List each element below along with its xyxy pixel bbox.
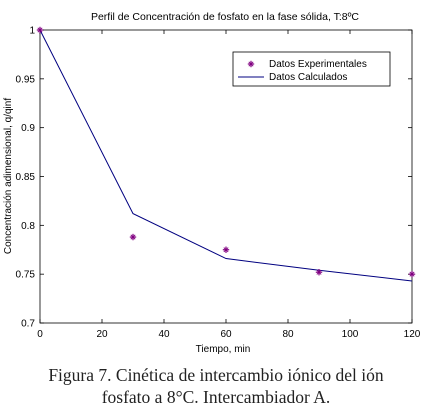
- y-axis-label: Concentración adimensional, q/qinf: [3, 98, 14, 254]
- x-tick-label: 120: [404, 329, 421, 340]
- x-tick-label: 20: [96, 329, 108, 340]
- y-tick-label: 1: [29, 26, 35, 37]
- y-tick-label: 0.8: [21, 221, 35, 232]
- y-tick-label: 0.85: [16, 172, 36, 183]
- data-point-experimental: [36, 26, 44, 34]
- x-tick-label: 40: [158, 329, 170, 340]
- legend-box: [232, 51, 391, 87]
- x-tick-label: 60: [220, 329, 232, 340]
- legend-label-experimental: Datos Experimentales: [269, 59, 367, 70]
- data-point-experimental: [315, 269, 323, 276]
- data-point-experimental: [222, 246, 230, 253]
- y-tick-label: 0.9: [21, 123, 35, 134]
- series-line-calculated: [39, 29, 413, 282]
- chart-title: Perfil de Concentración de fosfato en la…: [91, 11, 359, 23]
- series-layer: [36, 26, 416, 282]
- x-axis: 0 20 40 60 80 100 120: [37, 30, 421, 340]
- x-axis-label: Tiempo, min: [196, 344, 251, 355]
- x-tick-label: 80: [282, 329, 294, 340]
- data-point-experimental: [129, 233, 137, 241]
- legend-label-calculated: Datos Calculados: [269, 72, 347, 83]
- caption-line-1: Figura 7. Cinética de intercambio iónico…: [48, 365, 384, 385]
- caption-line-2: fosfato a 8°C. Intercambiador A.: [101, 387, 331, 407]
- legend-marker-symbol: [247, 60, 255, 68]
- y-tick-label: 0.75: [16, 270, 36, 281]
- y-tick-label: 0.95: [16, 74, 36, 85]
- y-axis: 0.7 0.75 0.8 0.85 0.9 0.95 1: [16, 26, 412, 330]
- legend: Datos Experimentales Datos Calculados: [232, 51, 391, 87]
- figure-caption: Figura 7. Cinética de intercambio iónico…: [0, 364, 432, 408]
- x-tick-label: 0: [37, 329, 43, 340]
- data-point-experimental: [408, 270, 416, 278]
- x-tick-label: 100: [342, 329, 359, 340]
- legend-marker-experimental: [247, 60, 255, 68]
- y-tick-label: 0.7: [21, 319, 35, 330]
